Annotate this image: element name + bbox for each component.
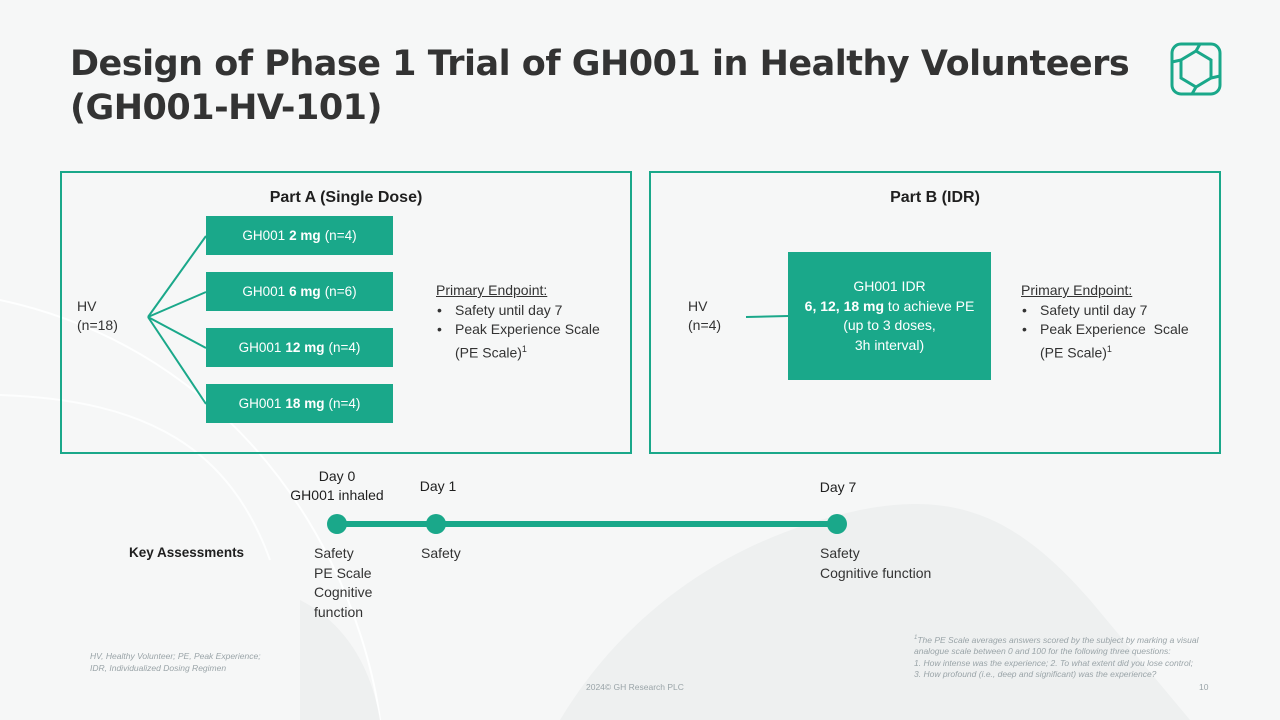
dose-drug: GH001 xyxy=(242,284,286,299)
part-a-endpoint: Primary Endpoint: Safety until day 7 Pea… xyxy=(436,281,600,363)
note-line: 1. How intense was the experience; 2. To… xyxy=(914,657,1193,668)
endpoint-pe-line1: Peak Experience Scale xyxy=(455,321,600,337)
endpoint-pe-line1: Peak Experience Scale xyxy=(1040,321,1189,337)
dose-box-6mg: GH001 6 mg (n=6) xyxy=(206,272,393,311)
endpoint-item-safety: Safety until day 7 xyxy=(436,301,600,321)
endpoint-pe-line2: (PE Scale) xyxy=(455,344,522,361)
note-sup: 1 xyxy=(914,635,918,641)
note-line: analogue scale between 0 and 100 for the… xyxy=(914,646,1171,657)
endpoint-heading: Primary Endpoint: xyxy=(1021,282,1133,298)
endpoint-heading: Primary Endpoint: xyxy=(436,282,548,298)
abbreviations-footnote: HV, Healthy Volunteer; PE, Peak Experien… xyxy=(90,650,350,674)
abbrev-line: IDR, Individualized Dosing Regimen xyxy=(90,663,227,673)
assessment-item: Cognitive function xyxy=(820,564,932,581)
assessment-item: Cognitive xyxy=(314,584,373,600)
idr-doses-bold: 6, 12, 18 mg xyxy=(804,297,885,314)
day1-assessments: Safety xyxy=(421,544,461,564)
assessment-item: Safety xyxy=(314,545,354,561)
title-line-2: (GH001-HV-101) xyxy=(70,88,383,128)
idr-doses-rest: to achieve PE xyxy=(884,297,975,314)
dose-drug: GH001 xyxy=(238,340,282,355)
dose-amount: 2 mg xyxy=(289,228,321,243)
dose-box-2mg: GH001 2 mg (n=4) xyxy=(206,216,393,255)
copyright: 2024© GH Research PLC xyxy=(586,682,684,692)
key-assessments-label: Key Assessments xyxy=(129,545,245,560)
idr-interval: 3h interval) xyxy=(854,336,925,353)
assessment-item: Safety xyxy=(820,545,860,561)
idr-max-doses: (up to 3 doses, xyxy=(843,317,936,333)
endpoint-item-pe-scale: Peak Experience Scale (PE Scale)1 xyxy=(436,320,600,363)
dose-amount: 12 mg xyxy=(285,340,325,355)
dose-n: (n=4) xyxy=(328,396,361,411)
footnote-ref: 1 xyxy=(1106,343,1112,354)
note-text: The PE Scale averages answers scored by … xyxy=(917,634,1199,645)
pe-scale-footnote: 1The PE Scale averages answers scored by… xyxy=(914,633,1244,681)
assessment-item: PE Scale xyxy=(314,564,372,581)
part-b-connector-line xyxy=(745,315,789,318)
part-b-hv: HV xyxy=(688,298,708,314)
dose-box-18mg: GH001 18 mg (n=4) xyxy=(206,384,393,423)
part-b-hv-count: (n=4) xyxy=(688,317,722,333)
slide-title: Design of Phase 1 Trial of GH001 in Heal… xyxy=(70,42,1130,130)
abbrev-line: HV, Healthy Volunteer; PE, Peak Experien… xyxy=(90,651,261,661)
part-b-title: Part B (IDR) xyxy=(890,189,980,206)
timeline-label-day0: Day 0 GH001 inhaled xyxy=(278,467,396,505)
timeline-marker-day1 xyxy=(426,514,446,534)
endpoint-item-safety: Safety until day 7 xyxy=(1021,301,1189,321)
timeline-marker-day0 xyxy=(327,514,347,534)
part-a-title: Part A (Single Dose) xyxy=(269,189,423,206)
idr-doses: 6, 12, 18 mg to achieve PE xyxy=(788,297,991,317)
endpoint-pe-line2: (PE Scale) xyxy=(1040,344,1107,361)
footnote-ref: 1 xyxy=(521,343,527,354)
day0-sublabel: GH001 inhaled xyxy=(290,487,384,503)
title-line-1: Design of Phase 1 Trial of GH001 in Heal… xyxy=(70,44,1130,84)
dose-box-12mg: GH001 12 mg (n=4) xyxy=(206,328,393,367)
day7-assessments: Safety Cognitive function xyxy=(820,544,931,583)
idr-title: GH001 IDR xyxy=(853,278,926,294)
note-line: 1The PE Scale averages answers scored by… xyxy=(914,633,1244,646)
day0-assessments: Safety PE Scale Cognitive function xyxy=(314,544,372,622)
dose-n: (n=4) xyxy=(328,340,361,355)
timeline-label-day7: Day 7 xyxy=(819,479,857,495)
assessment-item: Safety xyxy=(421,545,461,561)
part-b-panel: Part B (IDR) HV (n=4) GH001 IDR 6, 12, 1… xyxy=(649,171,1221,454)
part-a-hv-count: (n=18) xyxy=(77,317,118,333)
page-number: 10 xyxy=(1199,682,1209,692)
assessment-item: function xyxy=(314,603,364,620)
endpoint-item-pe-scale: Peak Experience Scale (PE Scale)1 xyxy=(1021,320,1189,363)
part-a-panel: Part A (Single Dose) HV (n=18) GH001 2 m… xyxy=(60,171,632,454)
part-a-hv: HV xyxy=(77,298,97,314)
dose-n: (n=6) xyxy=(324,284,357,299)
dose-n: (n=4) xyxy=(324,228,357,243)
timeline-label-day1: Day 1 xyxy=(419,478,457,494)
part-a-branch-lines xyxy=(147,235,207,405)
part-b-endpoint: Primary Endpoint: Safety until day 7 Pea… xyxy=(1021,281,1189,363)
dose-drug: GH001 xyxy=(242,228,286,243)
dose-drug: GH001 xyxy=(238,396,282,411)
dose-amount: 6 mg xyxy=(289,284,321,299)
part-a-hv-label: HV (n=18) xyxy=(77,297,118,335)
idr-box: GH001 IDR 6, 12, 18 mg to achieve PE (up… xyxy=(788,252,991,380)
part-b-hv-label: HV (n=4) xyxy=(688,297,721,335)
hexagon-logo-icon xyxy=(1170,42,1222,96)
timeline-marker-day7 xyxy=(827,514,847,534)
note-line: 3. How profound (i.e., deep and signific… xyxy=(914,669,1157,680)
dose-amount: 18 mg xyxy=(285,396,325,411)
day0-label: Day 0 xyxy=(318,468,356,484)
